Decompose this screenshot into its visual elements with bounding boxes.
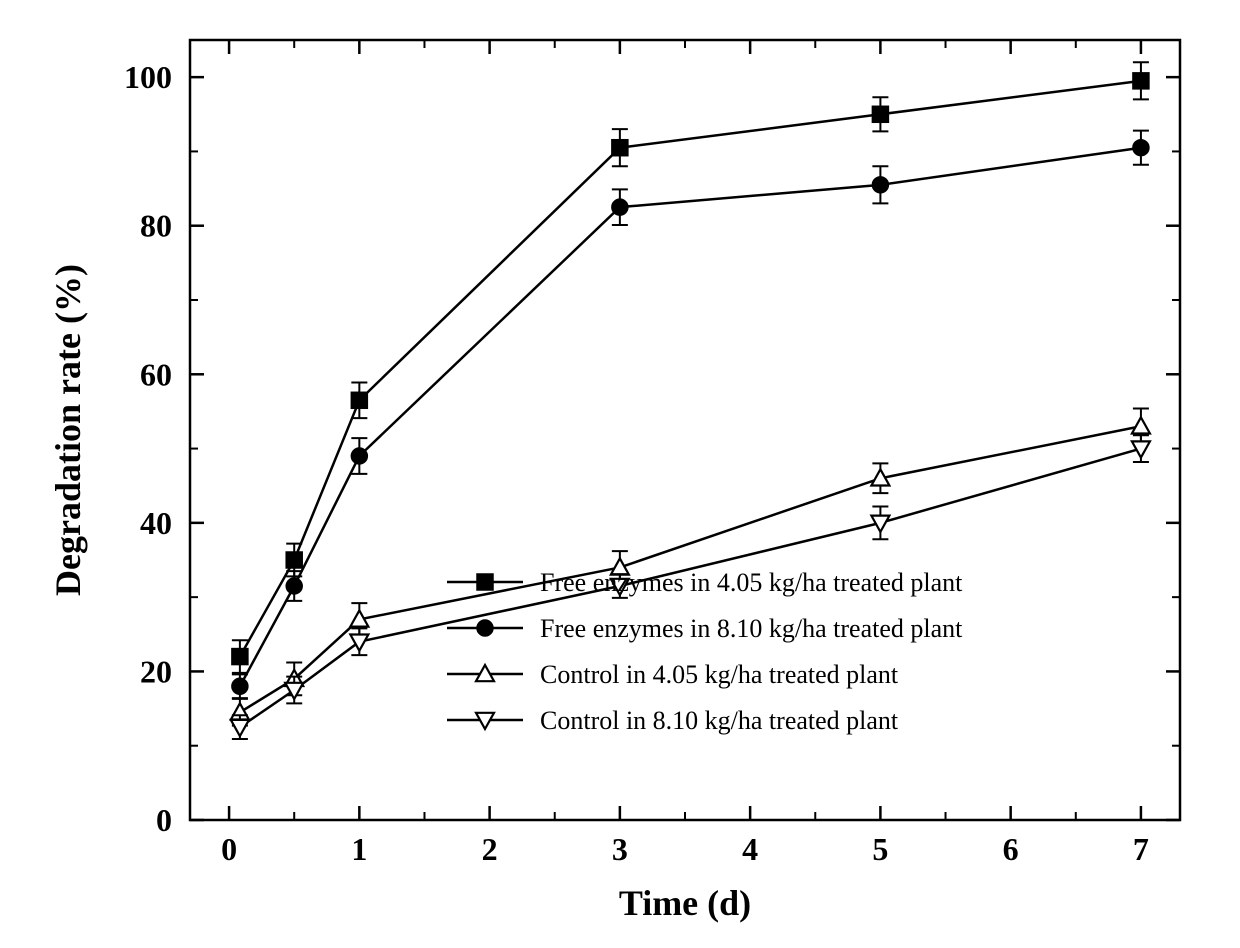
x-tick-label: 1 [351, 831, 367, 867]
legend-label: Free enzymes in 8.10 kg/ha treated plant [540, 614, 963, 643]
data-marker [286, 578, 302, 594]
data-marker [1132, 417, 1150, 433]
data-marker [350, 635, 368, 651]
y-axis-label: Degradation rate (%) [48, 264, 88, 596]
data-marker [232, 649, 248, 665]
x-tick-label: 5 [872, 831, 888, 867]
data-marker [612, 199, 628, 215]
y-tick-label: 20 [140, 653, 172, 689]
degradation-chart: 0 1 2 3 4 5 6 7 0 20 40 60 80 100 Time (d) Degradation … [0, 0, 1240, 948]
legend-marker [477, 620, 493, 636]
legend-label: Free enzymes in 4.05 kg/ha treated plant [540, 568, 963, 597]
data-marker [231, 720, 249, 736]
data-marker [872, 106, 888, 122]
x-tick-label: 7 [1133, 831, 1149, 867]
data-marker [872, 177, 888, 193]
data-marker [232, 678, 248, 694]
x-tick-label: 6 [1003, 831, 1019, 867]
data-marker [612, 140, 628, 156]
data-marker [1133, 73, 1149, 89]
data-marker [285, 683, 303, 699]
x-tick-label: 2 [482, 831, 498, 867]
data-marker [351, 448, 367, 464]
x-tick-label: 3 [612, 831, 628, 867]
series-line [240, 148, 1141, 687]
y-tick-label: 60 [140, 356, 172, 392]
data-marker [1133, 140, 1149, 156]
data-marker [286, 552, 302, 568]
data-marker [351, 392, 367, 408]
y-tick-label: 40 [140, 505, 172, 541]
legend-label: Control in 8.10 kg/ha treated plant [540, 706, 899, 735]
x-axis-label: Time (d) [619, 883, 751, 923]
y-tick-label: 100 [124, 59, 172, 95]
legend-label: Control in 4.05 kg/ha treated plant [540, 660, 899, 689]
y-tick-label: 80 [140, 208, 172, 244]
legend-marker [477, 574, 493, 590]
y-tick-label: 0 [156, 802, 172, 838]
x-tick-label: 4 [742, 831, 758, 867]
x-tick-label: 0 [221, 831, 237, 867]
chart-svg: 0 1 2 3 4 5 6 7 0 20 40 60 80 100 Time (d) Degradation … [0, 0, 1240, 948]
